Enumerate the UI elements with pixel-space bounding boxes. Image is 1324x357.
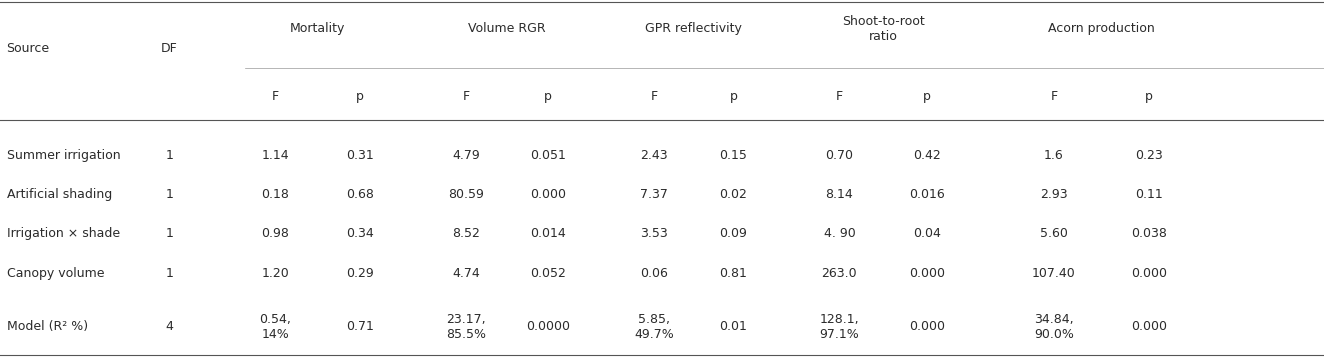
Text: 0.016: 0.016: [908, 188, 945, 201]
Text: 1: 1: [166, 267, 173, 280]
Text: 0.06: 0.06: [639, 267, 669, 280]
Text: 0.68: 0.68: [346, 188, 375, 201]
Text: 0.051: 0.051: [530, 149, 567, 162]
Text: Model (R² %): Model (R² %): [7, 320, 87, 333]
Text: GPR reflectivity: GPR reflectivity: [645, 22, 743, 35]
Text: 0.71: 0.71: [346, 320, 375, 333]
Text: 0.34: 0.34: [347, 227, 373, 240]
Text: F: F: [835, 90, 843, 103]
Text: Shoot-to-root
ratio: Shoot-to-root ratio: [842, 15, 924, 42]
Text: 4: 4: [166, 320, 173, 333]
Text: 0.02: 0.02: [719, 188, 748, 201]
Text: Irrigation × shade: Irrigation × shade: [7, 227, 119, 240]
Text: 0.09: 0.09: [719, 227, 748, 240]
Text: 2.43: 2.43: [641, 149, 667, 162]
Text: 4.79: 4.79: [453, 149, 479, 162]
Text: 0.18: 0.18: [261, 188, 290, 201]
Text: 34.84,
90.0%: 34.84, 90.0%: [1034, 313, 1074, 341]
Text: 0.98: 0.98: [261, 227, 290, 240]
Text: Acorn production: Acorn production: [1049, 22, 1155, 35]
Text: 0.23: 0.23: [1136, 149, 1162, 162]
Text: 0.038: 0.038: [1131, 227, 1168, 240]
Text: 8.14: 8.14: [826, 188, 853, 201]
Text: F: F: [271, 90, 279, 103]
Text: 5.85,
49.7%: 5.85, 49.7%: [634, 313, 674, 341]
Text: 0.70: 0.70: [825, 149, 854, 162]
Text: 1.20: 1.20: [262, 267, 289, 280]
Text: 23.17,
85.5%: 23.17, 85.5%: [446, 313, 486, 341]
Text: 0.42: 0.42: [914, 149, 940, 162]
Text: 1.14: 1.14: [262, 149, 289, 162]
Text: F: F: [1050, 90, 1058, 103]
Text: Mortality: Mortality: [290, 22, 346, 35]
Text: 0.000: 0.000: [1131, 267, 1168, 280]
Text: 3.53: 3.53: [641, 227, 667, 240]
Text: p: p: [1145, 90, 1153, 103]
Text: 128.1,
97.1%: 128.1, 97.1%: [820, 313, 859, 341]
Text: 0.014: 0.014: [530, 227, 567, 240]
Text: 0.000: 0.000: [1131, 320, 1168, 333]
Text: 0.31: 0.31: [347, 149, 373, 162]
Text: p: p: [544, 90, 552, 103]
Text: p: p: [730, 90, 737, 103]
Text: 0.0000: 0.0000: [526, 320, 571, 333]
Text: 8.52: 8.52: [451, 227, 481, 240]
Text: 80.59: 80.59: [448, 188, 485, 201]
Text: DF: DF: [162, 42, 177, 55]
Text: Summer irrigation: Summer irrigation: [7, 149, 120, 162]
Text: F: F: [650, 90, 658, 103]
Text: 4.74: 4.74: [453, 267, 479, 280]
Text: 0.54,
14%: 0.54, 14%: [260, 313, 291, 341]
Text: Source: Source: [7, 42, 50, 55]
Text: Volume RGR: Volume RGR: [469, 22, 545, 35]
Text: 7.37: 7.37: [639, 188, 669, 201]
Text: 0.000: 0.000: [908, 320, 945, 333]
Text: 1: 1: [166, 149, 173, 162]
Text: Canopy volume: Canopy volume: [7, 267, 105, 280]
Text: 107.40: 107.40: [1031, 267, 1076, 280]
Text: 5.60: 5.60: [1039, 227, 1068, 240]
Text: 4. 90: 4. 90: [824, 227, 855, 240]
Text: p: p: [923, 90, 931, 103]
Text: 1: 1: [166, 188, 173, 201]
Text: p: p: [356, 90, 364, 103]
Text: 263.0: 263.0: [822, 267, 857, 280]
Text: 1: 1: [166, 227, 173, 240]
Text: 0.000: 0.000: [908, 267, 945, 280]
Text: 0.000: 0.000: [530, 188, 567, 201]
Text: Artificial shading: Artificial shading: [7, 188, 111, 201]
Text: 0.29: 0.29: [347, 267, 373, 280]
Text: 0.052: 0.052: [530, 267, 567, 280]
Text: 0.01: 0.01: [719, 320, 748, 333]
Text: 0.11: 0.11: [1136, 188, 1162, 201]
Text: 0.15: 0.15: [719, 149, 748, 162]
Text: F: F: [462, 90, 470, 103]
Text: 0.81: 0.81: [719, 267, 748, 280]
Text: 1.6: 1.6: [1045, 149, 1063, 162]
Text: 0.04: 0.04: [912, 227, 941, 240]
Text: 2.93: 2.93: [1041, 188, 1067, 201]
